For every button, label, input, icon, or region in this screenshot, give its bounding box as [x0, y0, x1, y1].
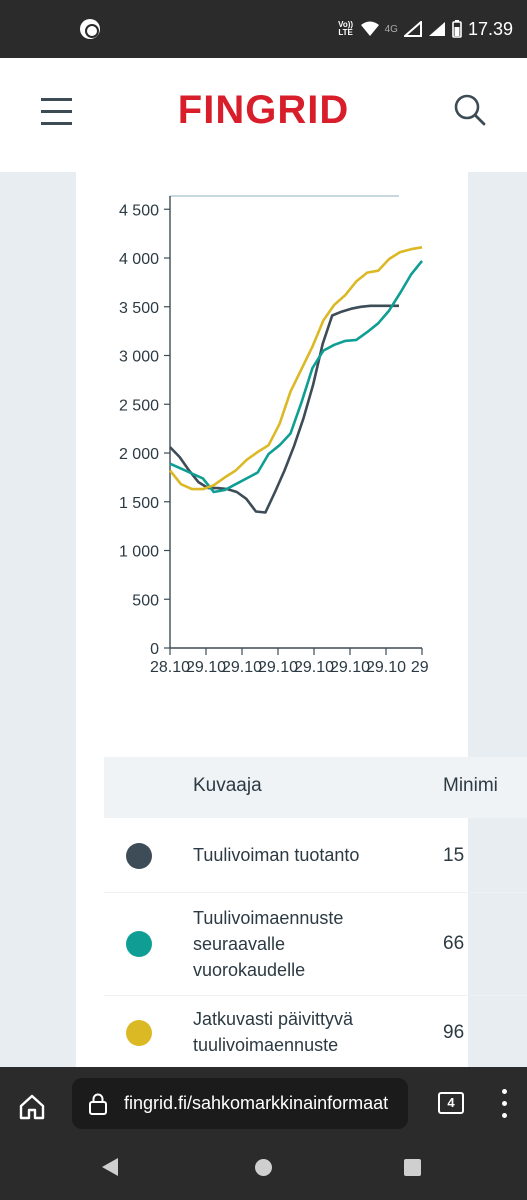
y-tick-label: 0	[150, 641, 159, 658]
y-tick-label: 2 000	[119, 446, 159, 463]
x-tick-label: 29.10	[258, 659, 298, 676]
network-type: 4G	[384, 23, 398, 35]
recents-icon[interactable]	[404, 1159, 421, 1176]
x-tick-label: 29.10	[222, 659, 262, 676]
legend-table: Kuvaaja Minimi Tuulivoiman tuotanto 15 T…	[104, 757, 527, 1068]
content-margin-right	[468, 172, 495, 757]
series-label: Tuulivoimaennuste seuraavalle vuorokaude…	[193, 908, 344, 980]
table-row[interactable]: Jatkuvasti päivittyvä tuulivoimaennuste …	[104, 996, 527, 1068]
y-tick-label: 1 500	[119, 495, 159, 512]
address-bar[interactable]: fingrid.fi/sahkomarkkinainformaat	[72, 1078, 408, 1129]
site-logo[interactable]: FINGRID	[177, 88, 350, 132]
x-tick-label: 28.10	[150, 659, 190, 676]
series-color-dot	[126, 931, 152, 957]
signal-icon	[428, 22, 445, 36]
table-header: Kuvaaja Minimi	[104, 757, 527, 818]
content-card	[76, 172, 468, 1067]
series-color-dot	[126, 843, 152, 869]
signal-icon	[403, 21, 422, 37]
status-icons: Vo)) LTE 4G 17.39	[337, 16, 513, 42]
app-notification-icon	[80, 19, 100, 39]
y-tick-label: 2 500	[119, 397, 159, 414]
series-minimum: 66	[443, 933, 465, 954]
lock-icon	[89, 1093, 107, 1115]
series-line-2	[169, 260, 424, 494]
x-tick-label: 29.10	[186, 659, 226, 676]
clock: 17.39	[467, 18, 513, 39]
wind-power-chart[interactable]: 0 500 1 000 1 500 2 000 2 500 3 000 3 500 4 000 4…	[90, 185, 430, 690]
tab-switcher-button[interactable]: 4	[438, 1092, 464, 1114]
x-tick-label: 29.10	[330, 659, 370, 676]
x-tick-label: 29.10	[294, 659, 334, 676]
x-tick-label: 29.10	[366, 659, 406, 676]
y-tick-label: 4 000	[119, 251, 159, 268]
status-bar: Vo)) LTE 4G 17.39	[0, 0, 527, 58]
site-header: FINGRID	[0, 58, 527, 172]
series-label: Tuulivoiman tuotanto	[193, 845, 360, 865]
content-margin	[30, 172, 76, 1067]
column-header-minimi[interactable]: Minimi	[443, 775, 498, 796]
column-header-kuvaaja[interactable]: Kuvaaja	[193, 775, 262, 796]
wifi-icon	[360, 21, 379, 36]
series-line-3	[168, 246, 423, 491]
search-icon[interactable]	[453, 93, 487, 127]
battery-icon	[452, 20, 462, 38]
series-label: Jatkuvasti päivittyvä tuulivoimaennuste	[193, 1009, 354, 1055]
browser-toolbar: fingrid.fi/sahkomarkkinainformaat 4	[0, 1067, 527, 1200]
back-icon[interactable]	[102, 1158, 118, 1176]
y-tick-label: 4 500	[119, 202, 159, 219]
table-row[interactable]: Tuulivoiman tuotanto 15	[104, 818, 527, 893]
x-tick-label: 29.	[411, 659, 430, 676]
series-minimum: 15	[443, 845, 465, 866]
hamburger-menu-icon[interactable]	[41, 98, 72, 126]
home-nav-icon[interactable]	[255, 1159, 272, 1176]
home-icon[interactable]	[18, 1093, 46, 1121]
volte-indicator: Vo)) LTE	[338, 20, 354, 37]
series-color-dot	[126, 1020, 152, 1046]
y-tick-label: 3 500	[119, 300, 159, 317]
y-tick-label: 1 000	[119, 544, 159, 561]
y-tick-label: 500	[132, 592, 159, 609]
y-tick-label: 3 000	[119, 349, 159, 366]
table-row[interactable]: Tuulivoimaennuste seuraavalle vuorokaude…	[104, 893, 527, 996]
series-minimum: 96	[443, 1022, 465, 1043]
url-text: fingrid.fi/sahkomarkkinainformaat	[124, 1093, 389, 1113]
more-vert-icon[interactable]	[500, 1089, 508, 1119]
